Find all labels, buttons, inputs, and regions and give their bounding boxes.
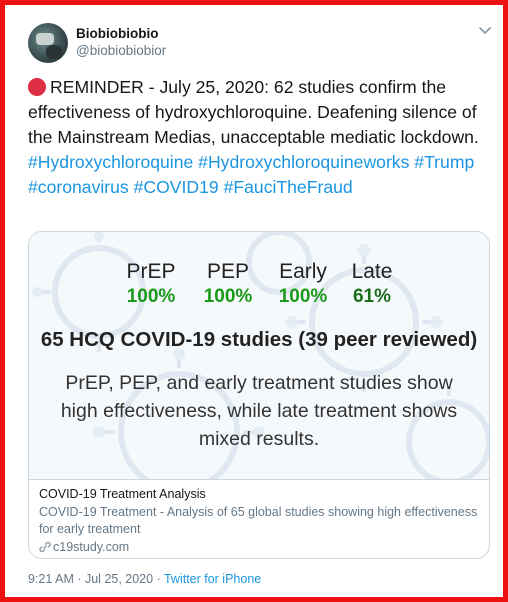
user-handle[interactable]: @biobiobiobior (76, 43, 167, 58)
chevron-down-icon[interactable] (477, 23, 493, 39)
stat-label: Late (351, 260, 393, 283)
hashtag-hydroxychloroquineworks[interactable]: #Hydroxychloroquineworks (198, 152, 410, 172)
tweet-footer: 9:21 AM · Jul 25, 2020 · Twitter for iPh… (28, 572, 261, 586)
stat-label: PrEP (126, 260, 176, 283)
card-headline: 65 HCQ COVID-19 studies (39 peer reviewe… (40, 328, 478, 351)
link-card[interactable]: PrEP 100% PEP 100% Early 100% Late 61% 6… (28, 231, 490, 559)
stat-late: Late 61% (343, 260, 401, 310)
stat-pep: PEP 100% (195, 260, 261, 310)
virus-background-graphic (32, 232, 489, 479)
card-title: COVID-19 Treatment Analysis (39, 487, 206, 501)
card-meta[interactable]: COVID-19 Treatment Analysis COVID-19 Tre… (29, 479, 489, 558)
card-image[interactable]: PrEP 100% PEP 100% Early 100% Late 61% 6… (29, 232, 489, 479)
card-description: COVID-19 Treatment - Analysis of 65 glob… (39, 505, 478, 536)
link-icon (39, 541, 51, 553)
tweet-text: REMINDER - July 25, 2020: 62 studies con… (28, 75, 498, 200)
card-url-text: c19study.com (53, 540, 130, 554)
display-name[interactable]: Biobiobiobio (76, 26, 159, 41)
hashtag-coronavirus[interactable]: #coronavirus (28, 177, 129, 197)
stat-label: Early (279, 260, 327, 283)
stat-value: 100% (278, 286, 328, 307)
red-circle-icon (28, 78, 46, 96)
hashtag-trump[interactable]: #Trump (414, 152, 475, 172)
stat-label: PEP (206, 260, 250, 283)
stat-value: 100% (203, 286, 253, 307)
stat-early: Early 100% (271, 260, 335, 310)
stat-value: 100% (126, 286, 176, 307)
hashtag-faucithefraud[interactable]: #FauciTheFraud (223, 177, 353, 197)
tweet-source-link[interactable]: Twitter for iPhone (163, 572, 262, 586)
avatar[interactable] (28, 23, 68, 63)
tweet-body: REMINDER - July 25, 2020: 62 studies con… (28, 77, 479, 147)
card-url: c19study.com (39, 539, 479, 556)
tweet-timestamp[interactable]: 9:21 AM · Jul 25, 2020 · (28, 572, 164, 586)
stat-value: 61% (352, 286, 392, 307)
hashtag-covid19[interactable]: #COVID19 (133, 177, 219, 197)
stat-prep: PrEP 100% (121, 260, 181, 310)
hashtag-hydroxychloroquine[interactable]: #Hydroxychloroquine (28, 152, 194, 172)
card-subline: PrEP, PEP, and early treatment studies s… (60, 372, 458, 450)
